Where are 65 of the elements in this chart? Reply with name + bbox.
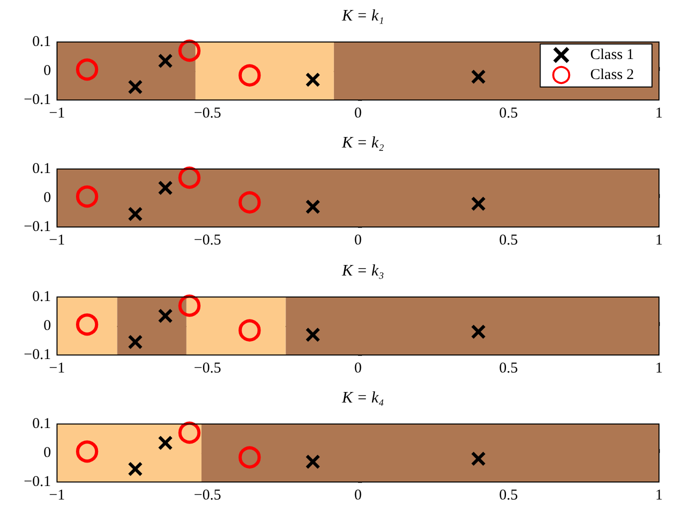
point [128, 80, 142, 94]
point [471, 196, 486, 211]
chart-title: K = k₂ [340, 134, 384, 152]
x-tick-label: −0.5 [194, 106, 222, 122]
point [238, 191, 261, 214]
y-tick-label: −0.1 [24, 474, 51, 490]
y-tick-label: 0 [44, 318, 51, 334]
x-tick-label: 0.5 [499, 106, 518, 122]
point [306, 328, 320, 342]
point [158, 180, 172, 195]
chart-title: K = k₁ [340, 8, 384, 24]
x-tick-label: −0.5 [194, 232, 222, 248]
x-tick-label: 0.5 [499, 232, 518, 248]
point [76, 58, 98, 81]
y-tick-label: 0 [44, 445, 51, 461]
x-tick-label: −1 [49, 488, 65, 504]
x-tick-label: 1 [655, 232, 663, 248]
point [238, 319, 261, 342]
y-tick-label: 0.1 [32, 34, 51, 50]
y-tick-label: −0.1 [24, 219, 51, 235]
point [76, 440, 98, 463]
point [306, 72, 320, 87]
point [471, 324, 486, 339]
chart-title: K = k₄ [340, 390, 384, 406]
x-tick-label: −0.5 [194, 488, 222, 504]
y-tick-label: −0.1 [24, 347, 51, 363]
x-tick-label: 0 [354, 232, 362, 248]
x-tick-label: 1 [655, 360, 663, 376]
point [306, 200, 320, 214]
x-tick-label: 1 [655, 488, 663, 504]
x-tick-label: −0.5 [194, 360, 222, 376]
point [128, 462, 142, 476]
chart-title: K = k₃ [340, 262, 384, 280]
y-tick-label: 0 [44, 190, 51, 206]
y-tick-label: 0.1 [32, 289, 51, 305]
point [471, 70, 486, 84]
x-tick-label: 0 [354, 360, 362, 376]
y-tick-label: 0.1 [32, 161, 51, 177]
y-tick-label: 0 [44, 63, 51, 79]
point [471, 452, 486, 466]
x-tick-label: −1 [49, 232, 65, 248]
legend-label: Class 2 [590, 67, 634, 83]
legend-label: Class 1 [590, 47, 634, 63]
y-tick-label: 0.1 [32, 416, 51, 432]
y-tick-label: −0.1 [24, 92, 51, 108]
point [238, 64, 261, 86]
point [306, 454, 320, 469]
point [178, 294, 201, 317]
x-tick-label: 0 [354, 488, 362, 504]
point [128, 206, 142, 221]
point [178, 40, 201, 62]
point [238, 446, 261, 468]
x-tick-label: 0 [354, 106, 362, 122]
point [178, 166, 201, 189]
x-tick-label: 0.5 [499, 488, 518, 504]
x-tick-label: 1 [655, 106, 663, 122]
point [158, 436, 172, 450]
point [128, 334, 142, 349]
point [158, 308, 172, 323]
point [178, 422, 201, 444]
x-tick-label: −1 [49, 106, 65, 122]
x-tick-label: −1 [49, 360, 65, 376]
point [76, 185, 98, 208]
x-tick-label: 0.5 [499, 360, 518, 376]
point [158, 54, 172, 68]
